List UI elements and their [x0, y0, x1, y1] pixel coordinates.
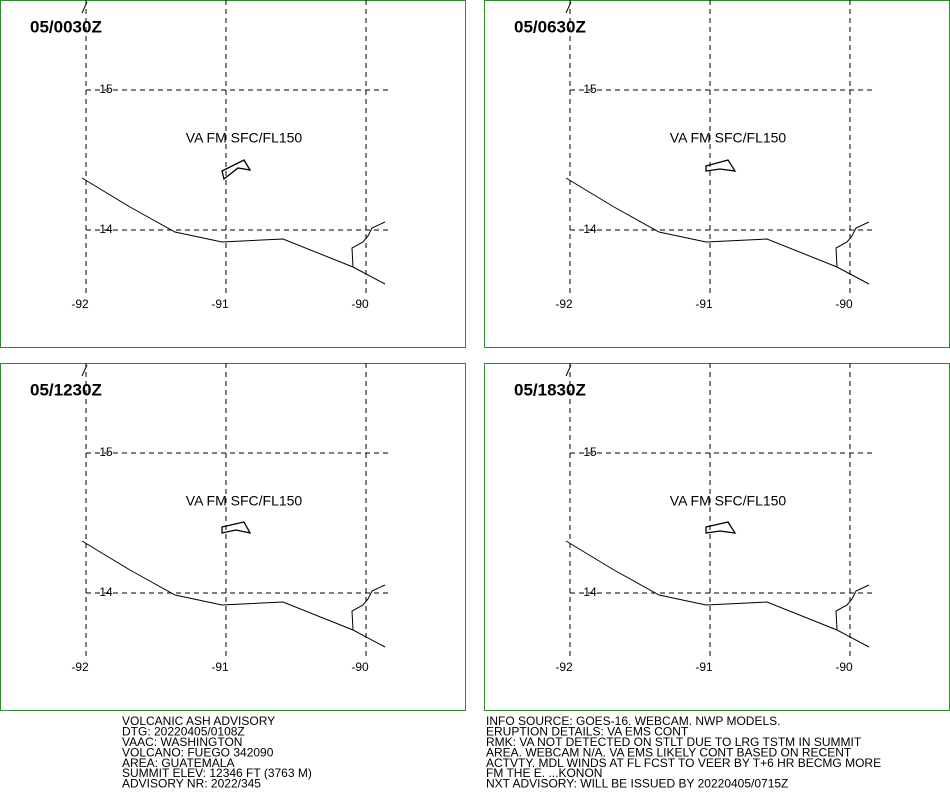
- advisory-line: VOLCANO: FUEGO 342090: [122, 745, 274, 759]
- advisory-line: RMK: VA NOT DETECTED ON STLT DUE TO LRG …: [486, 735, 862, 749]
- coastline: [565, 540, 870, 648]
- advisory-line: SUMMIT ELEV: 12346 FT (3763 M): [122, 766, 312, 780]
- lon-label: -92: [71, 660, 89, 674]
- ash-label: VA FM SFC/FL150: [670, 493, 787, 509]
- ash-area: [705, 521, 737, 534]
- lon-label: -90: [351, 660, 369, 674]
- ash-area: [221, 159, 252, 181]
- ash-label: VA FM SFC/FL150: [670, 130, 787, 146]
- border-line: [351, 221, 386, 268]
- corner-mark: [81, 1, 88, 14]
- lon-label: -91: [211, 297, 229, 311]
- advisory-line: AREA. WEBCAM N/A. VA EMS LIKELY CONT BAS…: [486, 745, 852, 759]
- coastline: [565, 177, 870, 285]
- map-panel: -92 -91 -90 15 14 05/0030Z VA FM SFC/FL150: [0, 0, 466, 348]
- lat-label: 15: [583, 445, 597, 459]
- border-line: [835, 221, 870, 268]
- panel-border: [484, 0, 950, 348]
- lat-label: 15: [99, 445, 113, 459]
- lon-label: -92: [71, 297, 89, 311]
- map-panel: -92 -91 -90 15 14 05/0630Z VA FM SFC/FL150: [484, 0, 950, 348]
- time-label: 05/1830Z: [514, 380, 586, 399]
- advisory-line: FM THE E. ...KONON: [486, 766, 602, 780]
- panel-border: [484, 363, 950, 711]
- lat-label: 14: [99, 585, 113, 599]
- ash-area: [221, 521, 252, 534]
- border-line: [835, 584, 870, 631]
- panel-border: [0, 0, 466, 348]
- lon-label: -92: [555, 297, 573, 311]
- ash-area: [705, 159, 737, 172]
- advisory-line: INFO SOURCE: GOES-16. WEBCAM. NWP MODELS…: [486, 714, 781, 728]
- advisory-line: DTG: 20220405/0108Z: [122, 725, 245, 739]
- lat-label: 14: [99, 222, 113, 236]
- lon-label: -91: [695, 660, 713, 674]
- corner-mark: [81, 364, 88, 377]
- advisory-line: AREA: GUATEMALA: [122, 756, 234, 770]
- advisory-line: NXT ADVISORY: WILL BE ISSUED BY 20220405…: [486, 777, 788, 791]
- lon-label: -90: [835, 660, 853, 674]
- lat-label: 15: [583, 82, 597, 96]
- time-label: 05/0030Z: [30, 17, 102, 36]
- coastline: [81, 177, 386, 285]
- ash-label: VA FM SFC/FL150: [186, 130, 303, 146]
- time-label: 05/1230Z: [30, 380, 102, 399]
- panel-border: [0, 363, 466, 711]
- map-panel: -92 -91 -90 15 14 05/1230Z VA FM SFC/FL150: [0, 363, 466, 711]
- map-panel: -92 -91 -90 15 14 05/1830Z VA FM SFC/FL150: [484, 363, 950, 711]
- lat-label: 15: [99, 82, 113, 96]
- time-label: 05/0630Z: [514, 17, 586, 36]
- ash-label: VA FM SFC/FL150: [186, 493, 303, 509]
- lon-label: -91: [695, 297, 713, 311]
- advisory-line: VAAC: WASHINGTON: [122, 735, 242, 749]
- lon-label: -90: [835, 297, 853, 311]
- lon-label: -92: [555, 660, 573, 674]
- lon-label: -90: [351, 297, 369, 311]
- lat-label: 14: [583, 585, 597, 599]
- border-line: [351, 584, 386, 631]
- lat-label: 14: [583, 222, 597, 236]
- advisory-line: VOLCANIC ASH ADVISORY: [122, 714, 275, 728]
- advisory-line: ADVISORY NR: 2022/345: [122, 777, 261, 791]
- corner-mark: [565, 1, 572, 14]
- coastline: [81, 540, 386, 648]
- advisory-line: ACTVTY. MDL WINDS AT FL FCST TO VEER BY …: [486, 756, 881, 770]
- lon-label: -91: [211, 660, 229, 674]
- corner-mark: [565, 364, 572, 377]
- advisory-line: ERUPTION DETAILS: VA EMS CONT: [486, 725, 689, 739]
